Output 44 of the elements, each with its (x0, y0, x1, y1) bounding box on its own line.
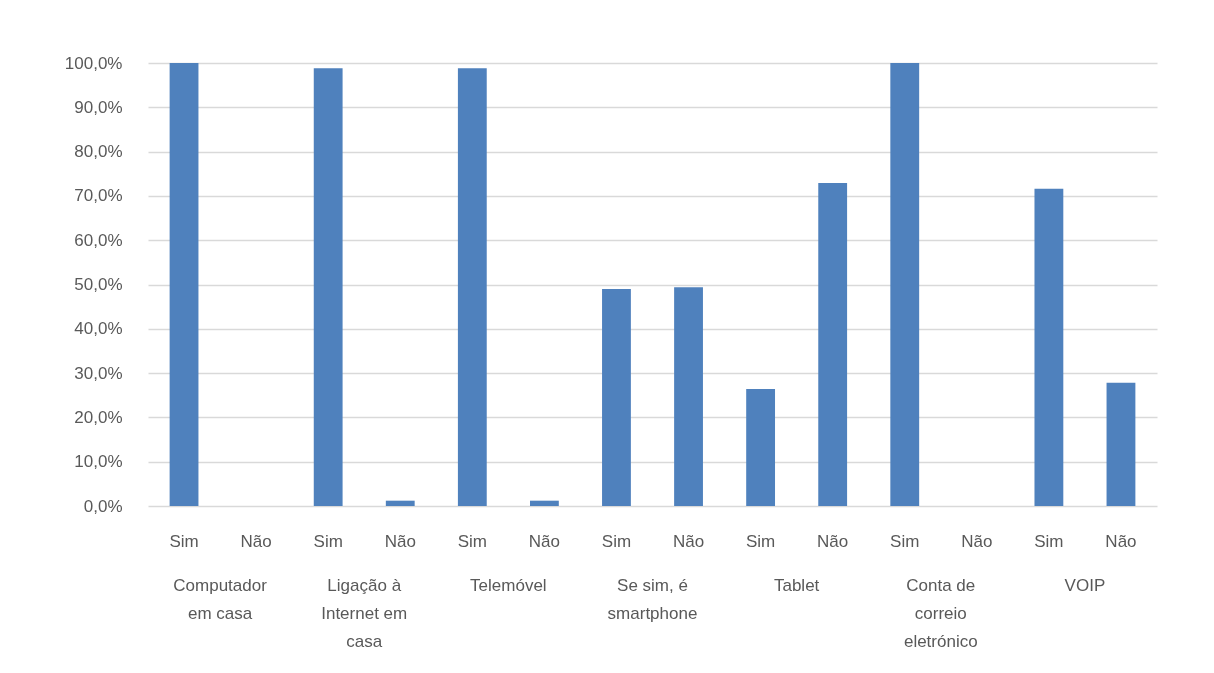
bar (890, 63, 920, 506)
y-tick-label: 0,0% (83, 496, 123, 516)
text: Não (817, 532, 849, 551)
x-tick-label: Telemóvel (470, 576, 547, 595)
y-tick-label: 80,0% (74, 142, 123, 162)
text: Não (961, 532, 993, 551)
y-tick-label: 60,0% (74, 230, 123, 250)
bar (313, 68, 343, 506)
text: Sim (745, 532, 776, 551)
y-tick-label: 10,0% (74, 452, 123, 472)
bar (457, 68, 487, 506)
y-tick-label: 30,0% (74, 363, 123, 383)
x-tick-label: Conta de correio eletrónico (903, 576, 978, 651)
series-label: Sim (169, 532, 199, 551)
text: Sim (601, 532, 632, 551)
bar (818, 183, 848, 506)
text: Sim (890, 532, 920, 551)
x-tick-label: Se sim, é smartphone (607, 576, 698, 623)
x-tick-label: Ligação à Internet em casa (321, 576, 408, 651)
text: Não (528, 532, 560, 551)
bar (674, 287, 703, 506)
bar (1034, 188, 1064, 506)
y-tick-label: 100,0% (64, 53, 123, 73)
x-tick-label: Computador em casa (173, 576, 268, 623)
text: Não (240, 532, 272, 551)
text: Sim (457, 532, 487, 551)
bar (1106, 382, 1136, 506)
x-tick-label: Tablet (773, 576, 820, 595)
y-tick-label: 50,0% (74, 275, 123, 294)
y-tick-label: 20,0% (74, 407, 123, 427)
bar (169, 63, 199, 506)
y-tick-label: 40,0% (74, 319, 123, 339)
text: Não (672, 532, 705, 551)
text: Não (384, 532, 416, 551)
bar (385, 500, 415, 506)
bar (746, 389, 776, 506)
bar (529, 500, 559, 506)
bar (602, 288, 631, 506)
y-tick-label: 90,0% (74, 97, 123, 117)
x-tick-label: VOIP (1064, 576, 1106, 595)
text: Sim (1034, 532, 1064, 551)
series-label: Não (1105, 532, 1137, 551)
text: Sim (313, 532, 343, 551)
y-tick-label: 70,0% (74, 186, 123, 206)
